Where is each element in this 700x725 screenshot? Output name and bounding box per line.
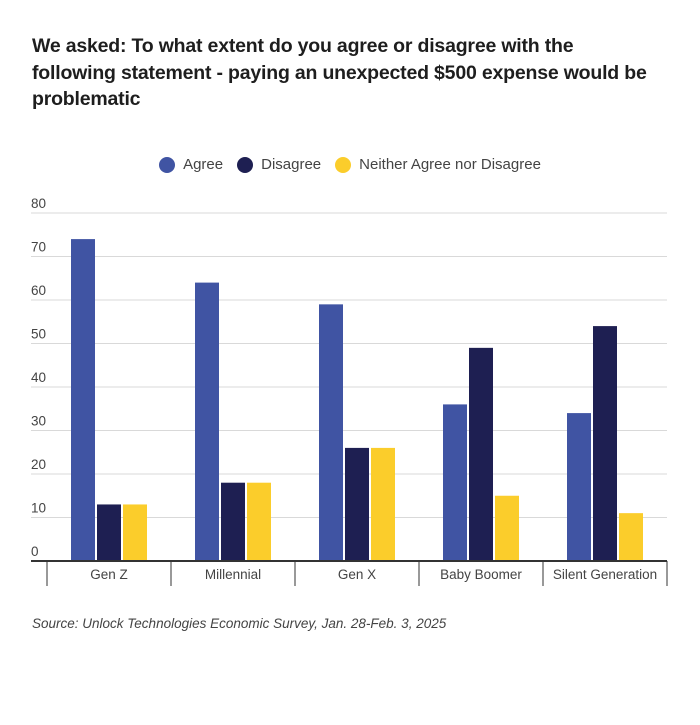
bar-chart: 0 10 20 30 40 50 60 70 80 Gen Z Millennial Gen X Bab…: [31, 196, 668, 586]
bar-neither-agree-nor-disagree-baby-boomer: [495, 495, 519, 561]
legend-swatch-agree: [159, 156, 176, 173]
bar-agree-millennial: [195, 282, 219, 561]
bar-disagree-baby-boomer: [469, 347, 493, 561]
legend-label-neither: Neither Agree nor Disagree: [359, 156, 541, 173]
bar-agree-baby-boomer: [443, 404, 467, 561]
y-tick-label: 10: [31, 501, 46, 516]
source-note: Source: Unlock Technologies Economic Sur…: [32, 616, 447, 631]
bar-neither-agree-nor-disagree-gen-z: [123, 504, 147, 561]
legend-label-agree: Agree: [183, 156, 224, 173]
y-tick-label: 20: [31, 457, 46, 472]
y-tick-label: 40: [31, 370, 46, 385]
legend-swatch-neither: [335, 156, 352, 173]
y-tick-label: 70: [31, 240, 46, 255]
y-tick-label: 0: [31, 544, 39, 559]
legend-swatch-disagree: [237, 156, 254, 173]
x-tick-label: Silent Generation: [553, 567, 657, 582]
chart-title: We asked: To what extent do you agree or…: [32, 35, 647, 110]
y-tick-label: 30: [31, 414, 46, 429]
bar-neither-agree-nor-disagree-gen-x: [371, 447, 395, 561]
bar-neither-agree-nor-disagree-silent-generation: [619, 513, 643, 561]
x-tick-label: Gen Z: [90, 567, 128, 582]
legend-item-disagree: Disagree: [237, 156, 321, 173]
x-tick-label: Baby Boomer: [440, 567, 522, 582]
bar-agree-silent-generation: [567, 413, 591, 561]
y-tick-label: 50: [31, 327, 46, 342]
x-tick-label: Millennial: [205, 567, 261, 582]
x-tick-label: Gen X: [338, 567, 376, 582]
y-tick-label: 80: [31, 196, 46, 211]
legend-item-agree: Agree: [159, 156, 223, 173]
legend: Agree Disagree Neither Agree nor Disagre…: [0, 156, 700, 173]
bar-disagree-silent-generation: [593, 326, 617, 561]
bar-disagree-millennial: [221, 482, 245, 561]
legend-item-neither: Neither Agree nor Disagree: [335, 156, 541, 173]
bar-disagree-gen-x: [345, 447, 369, 561]
y-tick-label: 60: [31, 283, 46, 298]
bar-disagree-gen-z: [97, 504, 121, 561]
bar-neither-agree-nor-disagree-millennial: [247, 482, 271, 561]
bar-agree-gen-x: [319, 304, 343, 561]
bar-agree-gen-z: [71, 239, 95, 561]
legend-label-disagree: Disagree: [261, 156, 322, 173]
